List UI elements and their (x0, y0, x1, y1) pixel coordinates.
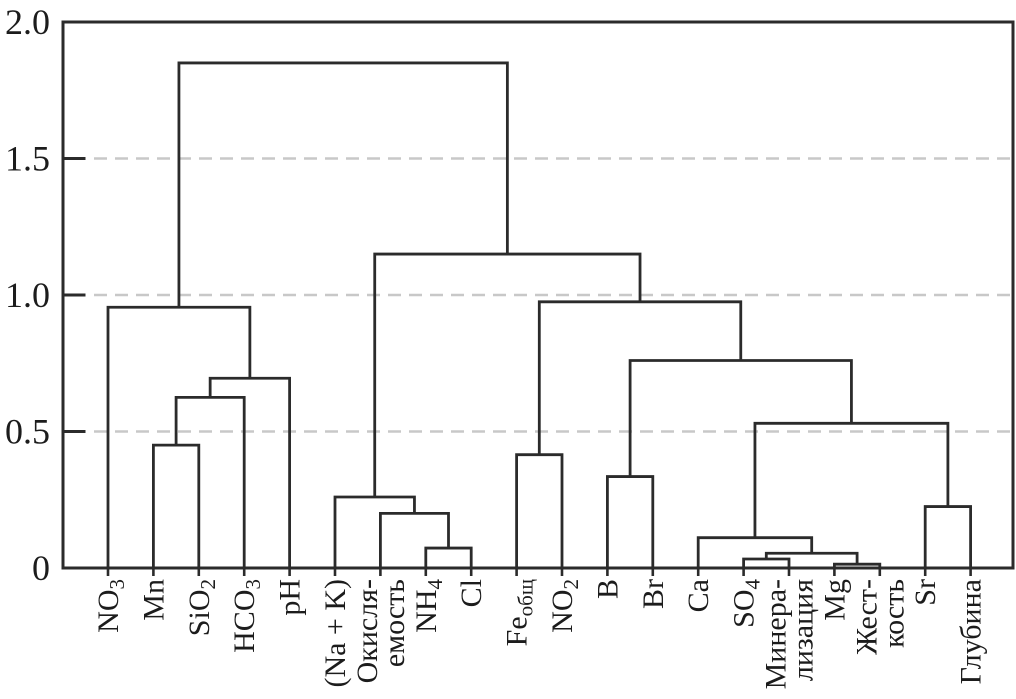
y-tick-label: 2.0 (5, 2, 50, 42)
leaf-label-oxidizability: емость (378, 579, 411, 667)
leaf-label-sio2: SiO2 (183, 579, 220, 636)
y-tick-label: 0.5 (5, 412, 50, 452)
leaf-label-mn: Mn (137, 579, 170, 621)
plot-frame (61, 20, 1015, 570)
leaf-label-mineralization: Минера- (760, 579, 793, 689)
leaf-label-cl: Cl (455, 579, 488, 607)
leaf-label-br: Br (637, 579, 670, 609)
leaf-label-no2: NO2 (546, 579, 583, 633)
leaf-label-no3: NO3 (92, 579, 129, 633)
leaf-label-nh4: NH4 (410, 579, 447, 633)
leaf-label-na-k: (Na + K) (319, 579, 352, 688)
leaf-label-mg: Mg (818, 579, 851, 621)
leaf-label-mineralization: лизация (787, 579, 820, 681)
y-tick-label: 1.5 (5, 139, 50, 179)
leaf-label-fe-total: Feобщ (501, 579, 538, 646)
leaf-label-hardness: кость (877, 579, 910, 648)
leaf-label-depth: Глубина (955, 579, 988, 684)
leaf-label-oxidizability: Окисля- (351, 579, 384, 683)
leaf-label-ph: pH (274, 579, 307, 616)
y-tick-label: 1.0 (5, 275, 50, 315)
leaf-label-so4: SO4 (728, 579, 765, 628)
y-tick-label: 0 (32, 548, 50, 588)
leaf-label-hco3: HCO3 (228, 579, 265, 653)
leaf-label-hardness: Жест- (850, 579, 883, 655)
leaf-label-sr: Sr (909, 579, 942, 606)
leaf-label-ca: Ca (682, 579, 715, 612)
dendrogram-link (177, 61, 509, 308)
leaf-label-b: B (591, 579, 624, 599)
